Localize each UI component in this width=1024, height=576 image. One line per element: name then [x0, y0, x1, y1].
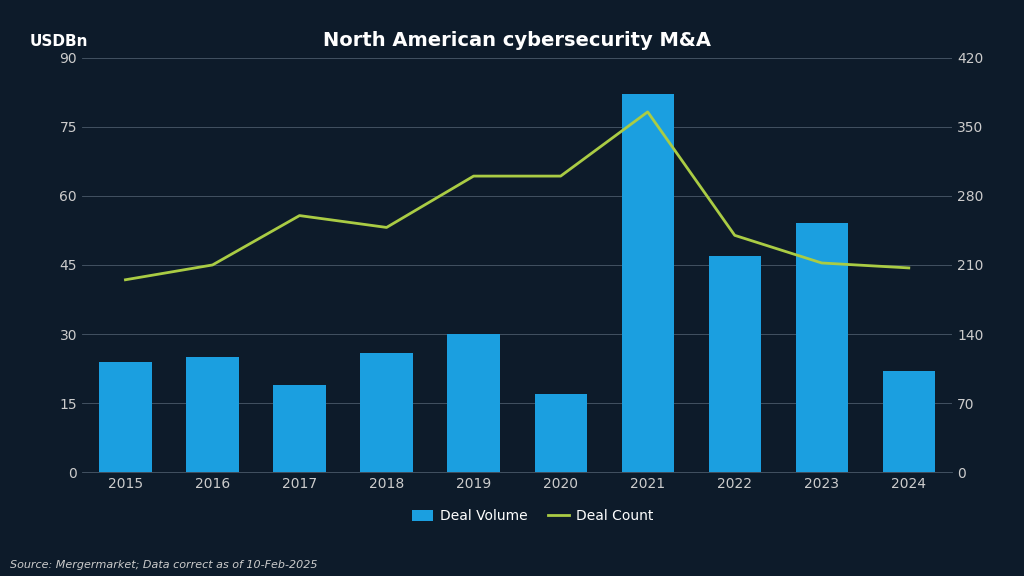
Text: Source: Mergermarket; Data correct as of 10-Feb-2025: Source: Mergermarket; Data correct as of… [10, 560, 317, 570]
Bar [186, 357, 239, 472]
Bar [535, 394, 587, 472]
Bar [360, 353, 413, 472]
Bar [273, 385, 326, 472]
Bar [883, 371, 935, 472]
Title: North American cybersecurity M&A: North American cybersecurity M&A [324, 32, 711, 51]
Bar [447, 334, 500, 472]
Bar [709, 256, 761, 472]
Bar [99, 362, 152, 472]
Text: USDBn: USDBn [30, 35, 88, 50]
Bar [622, 94, 674, 472]
Legend: Deal Volume, Deal Count: Deal Volume, Deal Count [407, 503, 658, 529]
Bar [796, 223, 848, 472]
